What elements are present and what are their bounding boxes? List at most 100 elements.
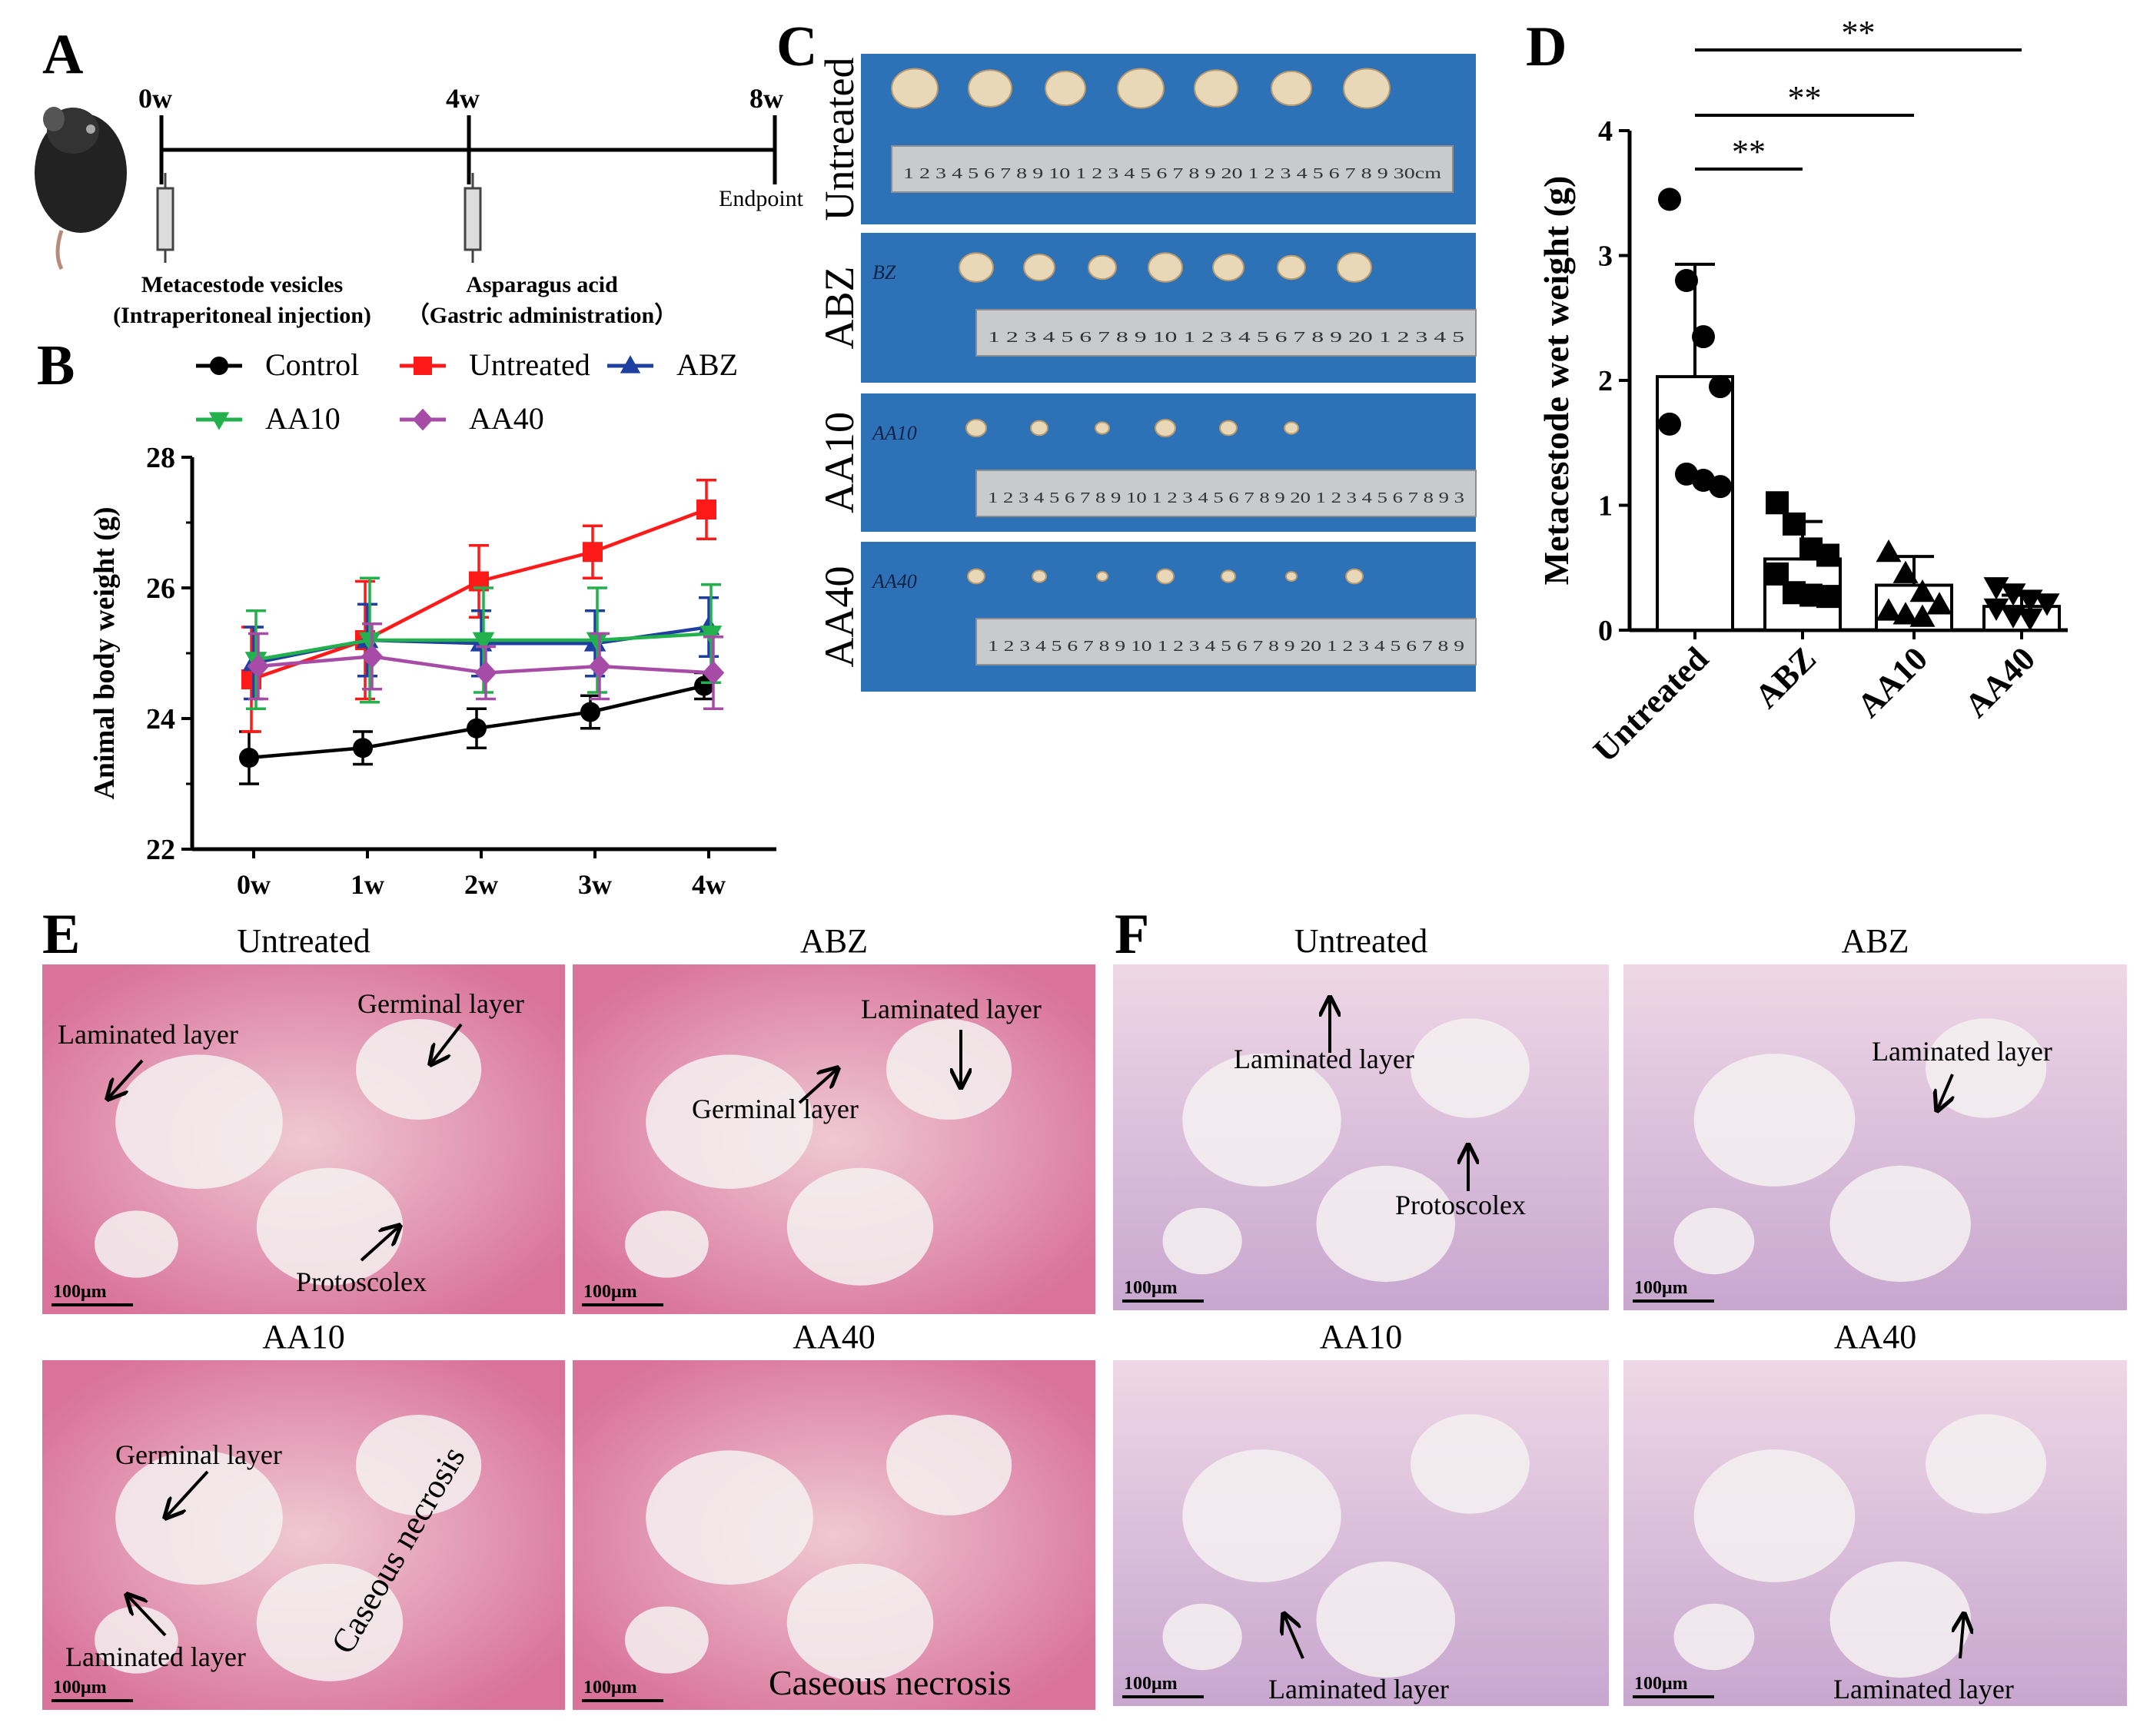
- data-point: [1658, 188, 1681, 211]
- data-point: [2000, 583, 2026, 606]
- panel-b: B Control Untreated ABZ AA10 AA40 22 24 26 28 0w…: [37, 334, 776, 900]
- ruler-scale: 1 2 3 4 5 6 7 8 9 10 1 2 3 4 5 6 7 8 9 2…: [988, 490, 1464, 506]
- significance-label: **: [1788, 79, 1822, 117]
- data-point: [474, 660, 497, 685]
- pas-stain-grid: Untreated 100μm Laminated layer Protoscolex…: [1113, 922, 2127, 1706]
- specimen: [1345, 568, 1364, 585]
- ruler-scale: 1 2 3 4 5 6 7 8 9 10 1 2 3 4 5 6 7 8 9 2…: [903, 165, 1442, 182]
- x-tick-label: 3w: [578, 869, 612, 900]
- x-tick-label: AA10: [1849, 639, 1935, 725]
- specimen: [1117, 68, 1165, 109]
- scale-bar-label: 100μm: [53, 1678, 107, 1698]
- panel-label-b: B: [37, 334, 75, 397]
- tissue-lumen: [1926, 1414, 2047, 1514]
- data-point: [694, 675, 714, 696]
- step2-line2: （Gastric administration）: [407, 302, 678, 328]
- scale-bar-label: 100μm: [53, 1282, 107, 1302]
- specimen: [1032, 569, 1047, 583]
- data-point: [1816, 585, 1839, 609]
- endpoint-label: Endpoint: [719, 186, 804, 211]
- legend-marker: [210, 357, 228, 375]
- y-tick-label: 3: [1598, 241, 1613, 273]
- handwritten-note: AA40: [871, 570, 917, 592]
- y-tick-label: 2: [1598, 365, 1613, 397]
- tile-title: AA40: [1834, 1318, 1917, 1356]
- tissue-lumen: [1182, 1449, 1341, 1582]
- tissue-lumen: [1316, 1561, 1456, 1678]
- data-point: [1892, 560, 1919, 583]
- x-tick-label: 0w: [237, 869, 271, 900]
- tissue-lumen: [115, 1450, 283, 1585]
- y-tick-label: 22: [146, 834, 175, 866]
- ruler-scale: 1 2 3 4 5 6 7 8 9 10 1 2 3 4 5 6 7 8 9 2…: [988, 638, 1464, 655]
- step1-line2: (Intraperitoneal injection): [113, 303, 371, 328]
- legend-label: AA40: [469, 401, 544, 436]
- annotation-arrow: [1960, 1614, 1964, 1659]
- ruler: [975, 309, 1477, 357]
- specimen: [1030, 420, 1048, 436]
- specimen: [1271, 70, 1312, 107]
- y-tick-label: 28: [146, 442, 175, 474]
- x-tick-label: Untreated: [1586, 639, 1716, 769]
- y-axis-title: Animal body weight (g): [88, 506, 121, 799]
- annotation-label: Laminated layer: [1234, 1044, 1414, 1074]
- data-point: [1909, 579, 1936, 602]
- specimen: [1194, 69, 1238, 108]
- y-tick-label: 0: [1598, 615, 1613, 647]
- legend-marker: [208, 412, 230, 430]
- annotation-label: Germinal layer: [115, 1439, 282, 1470]
- specimen: [1155, 418, 1176, 438]
- specimen: [968, 69, 1012, 108]
- specimen: [1221, 569, 1236, 583]
- x-tick-label: 1w: [351, 869, 384, 900]
- ruler: [975, 470, 1477, 517]
- data-point: [467, 718, 487, 739]
- wet-weight-chart: 0 1 2 3 4 Metacestode wet weight (g) Untreated…: [1537, 14, 2068, 769]
- annotation-label: Germinal layer: [692, 1094, 859, 1124]
- legend-label: ABZ: [676, 347, 738, 382]
- specimen: [959, 252, 994, 283]
- panel-label-d: D: [1526, 15, 1567, 78]
- tissue-lumen: [1162, 1603, 1242, 1671]
- tissue-photos: Untreated 1 2 3 4 5 6 7 8 9 10 1 2 3 4 5 …: [816, 54, 1477, 692]
- handwritten-note: AA10: [871, 422, 917, 444]
- specimen: [891, 68, 939, 109]
- panel-a: A 0w 4w 8w Endpoint Metacestode vesicles: [35, 23, 804, 328]
- chart-legend: Control Untreated ABZ AA10 AA40: [196, 347, 738, 436]
- ruler: [975, 618, 1477, 666]
- tissue-lumen: [1693, 1054, 1856, 1187]
- data-point: [1783, 512, 1806, 536]
- specimen: [1343, 68, 1391, 109]
- tissue-lumen: [256, 1563, 404, 1681]
- ruler-scale: 1 2 3 4 5 6 7 8 9 10 1 2 3 4 5 6 7 8 9 2…: [988, 329, 1464, 346]
- ruler: [891, 145, 1454, 193]
- legend-marker: [412, 408, 434, 431]
- annotation-label: Laminated layer: [58, 1019, 238, 1050]
- significance-label: **: [1732, 133, 1766, 171]
- tissue-lumen: [625, 1606, 709, 1674]
- step2-line1: Asparagus acid: [466, 272, 618, 297]
- photo-row-label: ABZ: [816, 267, 862, 350]
- data-point: [1709, 475, 1732, 499]
- data-point: [586, 632, 609, 652]
- tissue-lumen: [1411, 1414, 1530, 1514]
- annotation-label: Laminated layer: [1833, 1674, 2014, 1704]
- annotation-arrow: [127, 1595, 167, 1637]
- he-stain-grid: Untreated 100μm Laminated layer Germinal la…: [42, 922, 1095, 1710]
- significance-label: **: [1842, 14, 1876, 51]
- x-tick-label: 4w: [692, 869, 726, 900]
- tissue-lumen: [646, 1450, 813, 1585]
- annotation-label: Protoscolex: [1395, 1190, 1526, 1220]
- data-point: [247, 654, 270, 679]
- data-point: [1709, 375, 1732, 399]
- tile-title: AA40: [793, 1318, 876, 1356]
- y-tick-label: 1: [1598, 490, 1613, 523]
- tissue-lumen: [1182, 1054, 1341, 1187]
- tissue-lumen: [115, 1054, 283, 1190]
- specimen: [1148, 252, 1183, 283]
- y-tick-label: 24: [146, 703, 175, 735]
- tile-title: AA10: [262, 1318, 345, 1356]
- tissue-lumen: [1162, 1207, 1242, 1275]
- data-point: [580, 702, 600, 722]
